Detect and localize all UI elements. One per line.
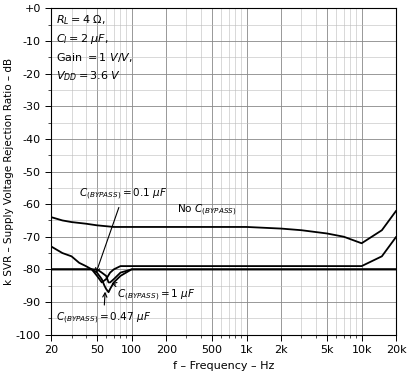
Text: $C_{(BYPASS)} = 0.47\ \mu F$: $C_{(BYPASS)} = 0.47\ \mu F$ [56,293,151,326]
X-axis label: f – Frequency – Hz: f – Frequency – Hz [173,360,275,370]
Text: $C_{(BYPASS)} = 0.1\ \mu F$: $C_{(BYPASS)} = 0.1\ \mu F$ [79,187,168,272]
Text: No $C_{(BYPASS)}$: No $C_{(BYPASS)}$ [178,203,237,218]
Text: $C_{(BYPASS)} = 1\ \mu F$: $C_{(BYPASS)} = 1\ \mu F$ [113,282,196,303]
Y-axis label: k SVR – Supply Voltage Rejection Ratio – dB: k SVR – Supply Voltage Rejection Ratio –… [5,58,14,285]
Text: $R_L = 4\ \Omega,$
$C_I = 2\ \mu F,$
Gain $= 1\ V/V,$
$V_{DD} = 3.6\ V$: $R_L = 4\ \Omega,$ $C_I = 2\ \mu F,$ Gai… [56,13,133,83]
